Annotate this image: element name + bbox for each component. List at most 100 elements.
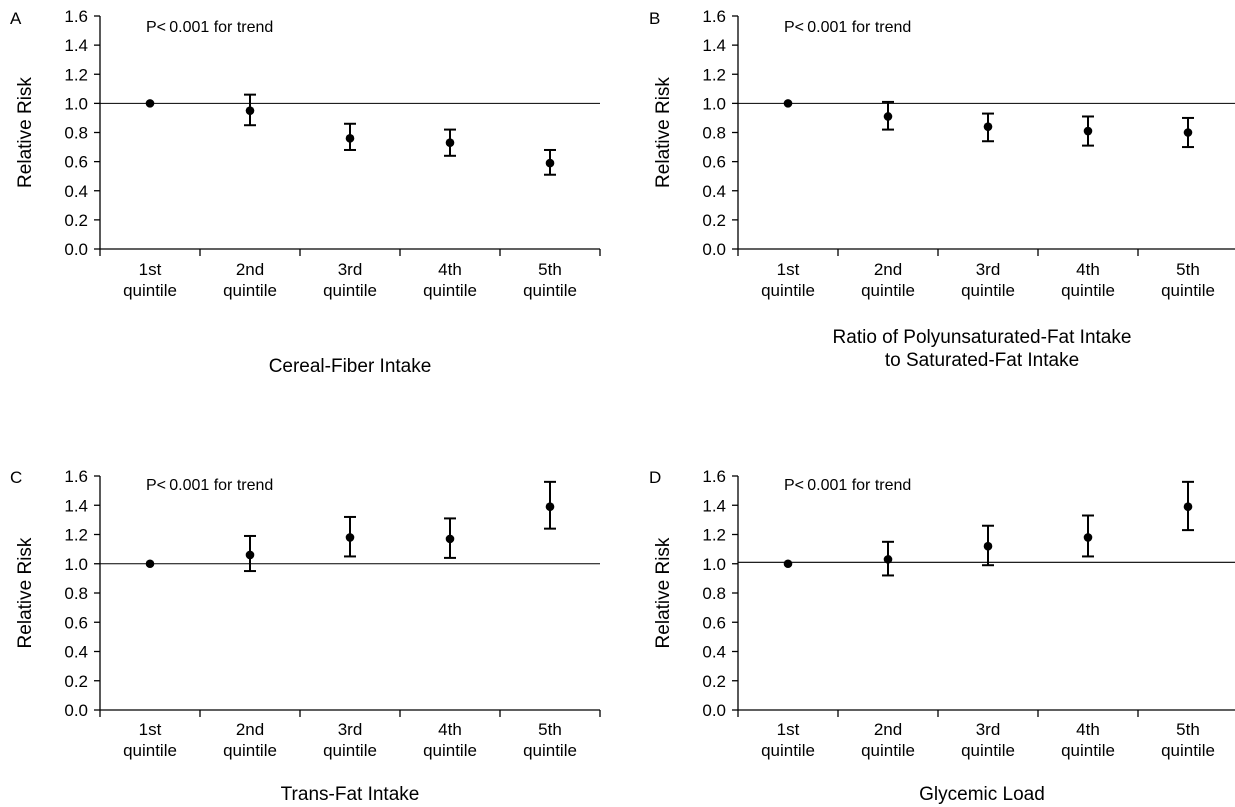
y-tick-label: 1.6 [702, 7, 726, 26]
x-tick-label: quintile [1161, 281, 1215, 300]
y-tick-label: 0.6 [64, 153, 88, 172]
x-tick-label: quintile [1061, 741, 1115, 760]
x-tick-label: quintile [223, 741, 277, 760]
x-tick-label: quintile [323, 281, 377, 300]
y-tick-label: 1.6 [64, 467, 88, 486]
x-tick-label: 2nd [236, 720, 264, 739]
y-tick-label: 1.0 [702, 94, 726, 113]
x-tick-label: 5th [1176, 720, 1200, 739]
x-tick-label: 4th [1076, 260, 1100, 279]
y-tick-label: 0.0 [702, 701, 726, 720]
data-point [783, 559, 793, 569]
y-tick-label: 0.0 [64, 240, 88, 259]
y-tick-label: 1.4 [702, 36, 726, 55]
trend-annotation: P< 0.001 for trend [784, 477, 911, 494]
y-tick-label: 0.0 [702, 240, 726, 259]
x-tick-label: quintile [861, 281, 915, 300]
x-tick-label: quintile [523, 281, 577, 300]
x-tick-label: 3rd [338, 260, 363, 279]
y-tick-label: 1.2 [702, 526, 726, 545]
trend-annotation: P< 0.001 for trend [146, 19, 273, 36]
panel-d: D 0.0 0.2 0.4 0.6 0.8 1.0 1.2 1.4 1.6 1st quintile 2… [649, 467, 1235, 805]
x-tick-label: quintile [861, 741, 915, 760]
panel-letter: B [649, 9, 660, 28]
y-tick-label: 0.2 [702, 672, 726, 691]
y-tick-label: 0.8 [64, 584, 88, 603]
x-axis-title: to Saturated-Fat Intake [885, 350, 1079, 371]
data-point [983, 541, 993, 551]
y-tick-label: 0.6 [702, 613, 726, 632]
x-tick-label: quintile [423, 281, 477, 300]
y-tick-label: 0.6 [702, 153, 726, 172]
x-tick-label: quintile [423, 741, 477, 760]
y-axis-title: Relative Risk [15, 77, 36, 188]
y-tick-label: 0.0 [64, 701, 88, 720]
y-axis-title: Relative Risk [15, 537, 36, 648]
x-axis-title: Ratio of Polyunsaturated-Fat Intake [833, 327, 1132, 348]
y-tick-label: 1.0 [702, 555, 726, 574]
x-tick-label: quintile [761, 281, 815, 300]
panel-b: B 0.0 0.2 0.4 0.6 0.8 1.0 1.2 1.4 1.6 1st quintile 2… [649, 7, 1235, 371]
x-tick-label: quintile [1061, 281, 1115, 300]
x-tick-label: 1st [139, 720, 162, 739]
panel-letter: C [10, 468, 22, 487]
x-axis-title: Trans-Fat Intake [281, 784, 420, 805]
data-point [445, 138, 455, 147]
x-tick-label: 3rd [976, 720, 1001, 739]
panel-a: A 0.0 0.2 0.4 0.6 0.8 1.0 1.2 1.4 1.6 1st quintile 2… [10, 7, 601, 377]
y-tick-label: 0.8 [702, 124, 726, 143]
data-point [1083, 533, 1093, 542]
y-tick-label: 1.4 [64, 36, 88, 55]
x-tick-label: 4th [1076, 720, 1100, 739]
x-tick-label: quintile [323, 741, 377, 760]
data-point [145, 559, 155, 569]
x-tick-label: 4th [438, 720, 462, 739]
x-axis-title: Glycemic Load [919, 784, 1045, 805]
x-tick-label: quintile [123, 281, 177, 300]
x-tick-label: 2nd [874, 720, 902, 739]
x-tick-label: 5th [538, 720, 562, 739]
y-tick-label: 0.4 [64, 182, 88, 201]
y-tick-label: 0.6 [64, 613, 88, 632]
x-tick-label: quintile [961, 741, 1015, 760]
y-tick-label: 1.4 [702, 496, 726, 515]
y-tick-label: 0.4 [64, 643, 88, 662]
x-tick-label: quintile [523, 741, 577, 760]
x-tick-label: 1st [139, 260, 162, 279]
y-tick-label: 0.4 [702, 182, 726, 201]
data-point [1183, 502, 1193, 512]
trend-annotation: P< 0.001 for trend [146, 477, 273, 494]
data-point [1083, 126, 1093, 136]
y-tick-label: 0.8 [64, 124, 88, 143]
data-point [883, 112, 893, 121]
data-point [545, 158, 555, 168]
y-tick-label: 1.2 [64, 526, 88, 545]
y-tick-label: 1.2 [702, 65, 726, 84]
data-point [983, 122, 993, 131]
y-tick-label: 1.4 [64, 496, 88, 515]
panel-c: C 0.0 0.2 0.4 0.6 0.8 1.0 1.2 1.4 1.6 1st quintile 2… [10, 467, 601, 805]
y-tick-label: 0.4 [702, 643, 726, 662]
data-point [345, 134, 355, 143]
panel-letter: A [10, 9, 22, 28]
x-tick-label: 3rd [976, 260, 1001, 279]
x-tick-label: 1st [777, 720, 800, 739]
y-axis-title: Relative Risk [653, 537, 674, 648]
y-tick-label: 1.2 [64, 65, 88, 84]
data-point [245, 106, 255, 115]
data-point [145, 99, 155, 108]
data-point [1183, 128, 1193, 137]
y-tick-label: 0.2 [702, 211, 726, 230]
y-tick-label: 1.0 [64, 555, 88, 574]
x-tick-label: quintile [123, 741, 177, 760]
data-point [783, 99, 793, 108]
data-point [245, 550, 255, 560]
x-tick-label: quintile [961, 281, 1015, 300]
y-tick-label: 1.0 [64, 94, 88, 113]
x-tick-label: 5th [1176, 260, 1200, 279]
x-tick-label: quintile [223, 281, 277, 300]
x-tick-label: 2nd [874, 260, 902, 279]
data-point [345, 533, 355, 542]
x-tick-label: 2nd [236, 260, 264, 279]
